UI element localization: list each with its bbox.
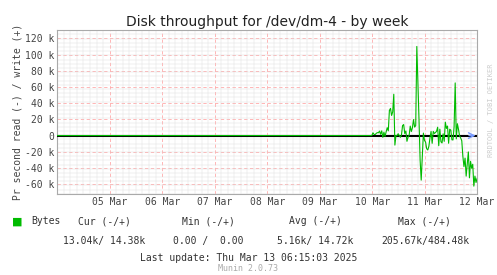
Text: Bytes: Bytes bbox=[31, 216, 60, 226]
Text: 205.67k/484.48k: 205.67k/484.48k bbox=[381, 236, 469, 246]
Y-axis label: Pr second read (-) / write (+): Pr second read (-) / write (+) bbox=[12, 24, 22, 200]
Text: Last update: Thu Mar 13 06:15:03 2025: Last update: Thu Mar 13 06:15:03 2025 bbox=[140, 253, 357, 263]
Text: 5.16k/ 14.72k: 5.16k/ 14.72k bbox=[277, 236, 354, 246]
Text: 13.04k/ 14.38k: 13.04k/ 14.38k bbox=[63, 236, 146, 246]
Text: RRDTOOL / TOBI OETIKER: RRDTOOL / TOBI OETIKER bbox=[488, 63, 494, 157]
Text: Munin 2.0.73: Munin 2.0.73 bbox=[219, 264, 278, 273]
Text: 0.00 /  0.00: 0.00 / 0.00 bbox=[173, 236, 244, 246]
Text: Min (-/+): Min (-/+) bbox=[182, 216, 235, 226]
Text: Max (-/+): Max (-/+) bbox=[399, 216, 451, 226]
Title: Disk throughput for /dev/dm-4 - by week: Disk throughput for /dev/dm-4 - by week bbox=[126, 15, 409, 29]
Text: Cur (-/+): Cur (-/+) bbox=[78, 216, 131, 226]
Text: ■: ■ bbox=[12, 216, 23, 226]
Text: Avg (-/+): Avg (-/+) bbox=[289, 216, 342, 226]
